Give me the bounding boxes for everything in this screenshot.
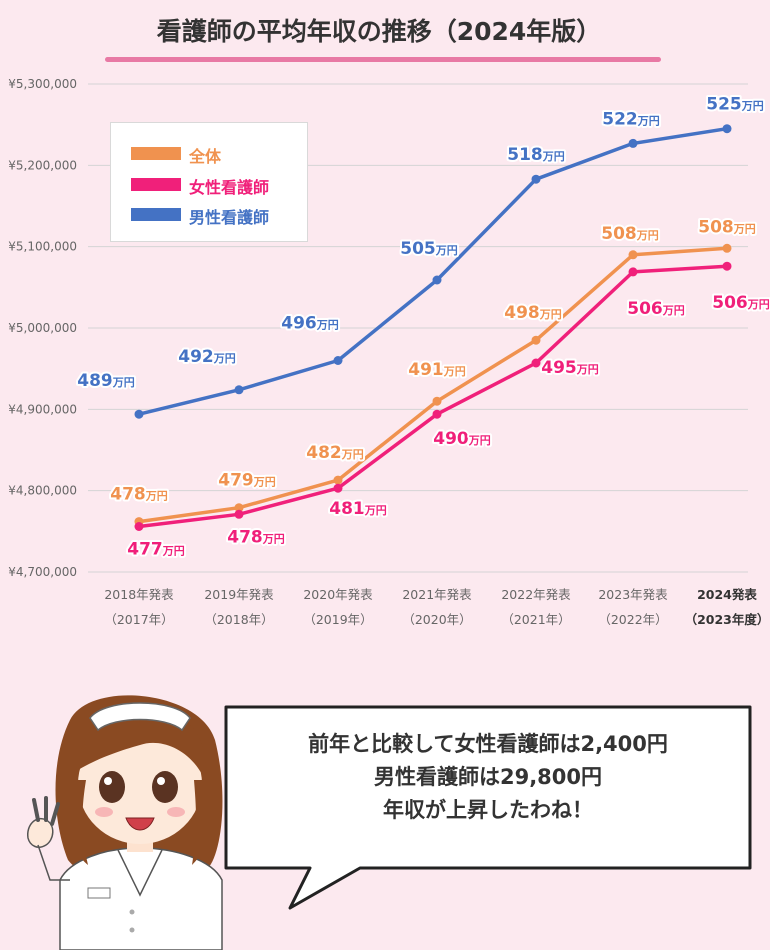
data-label-male: 489万円: [77, 371, 135, 391]
line-chart: ¥5,300,000 ¥5,200,000 ¥5,100,000 ¥5,000,000…: [8, 77, 770, 627]
y-tick-label: ¥5,300,000: [8, 77, 77, 91]
data-point-female: [134, 522, 144, 531]
x-tick-sublabel: （2023年度）: [685, 612, 770, 627]
legend-swatch-female: [131, 178, 181, 191]
legend-label-female: 女性看護師: [189, 178, 270, 197]
y-tick-label: ¥4,800,000: [8, 484, 77, 498]
data-point-male: [722, 124, 732, 134]
speech-bubble-text: 前年と比較して女性看護師は2,400円 男性看護師は29,800円 年収が上昇し…: [228, 728, 748, 827]
data-label-female: 506万円: [712, 293, 770, 313]
legend-swatch-all: [131, 147, 181, 160]
x-tick-sublabel: （2019年）: [303, 612, 372, 627]
x-tick-sublabel: （2021年）: [501, 612, 570, 627]
x-tick-label: 2024発表: [697, 587, 757, 602]
title-underline: [105, 57, 661, 62]
x-tick-label: 2022年発表: [501, 587, 571, 602]
data-point-male: [134, 409, 144, 419]
y-tick-label: ¥5,200,000: [8, 158, 77, 172]
y-tick-label: ¥4,900,000: [8, 402, 77, 416]
data-point-all: [234, 503, 244, 513]
data-point-female: [722, 261, 732, 271]
data-label-all: 508万円: [601, 224, 659, 244]
data-point-female: [333, 483, 343, 493]
y-tick-label: ¥5,000,000: [8, 321, 77, 335]
data-label-all: 478万円: [110, 485, 168, 505]
x-tick-label: 2021年発表: [402, 587, 472, 602]
data-point-female: [531, 358, 541, 368]
x-tick-sublabel: （2022年）: [598, 612, 667, 627]
data-label-female: 481万円: [329, 499, 387, 519]
data-point-all: [628, 250, 638, 260]
x-tick-label: 2020年発表: [303, 587, 373, 602]
data-label-female: 490万円: [433, 429, 491, 449]
x-tick-sublabel: （2017年）: [104, 612, 173, 627]
bubble-line-2: 男性看護師は29,800円: [373, 765, 603, 789]
speech-bubble: [224, 705, 752, 910]
legend-label-all: 全体: [189, 147, 222, 166]
data-label-all: 491万円: [408, 360, 466, 380]
chart-title: 看護師の平均年収の推移（2024年版）: [156, 17, 602, 46]
x-tick-label: 2019年発表: [204, 587, 274, 602]
data-label-all: 508万円: [698, 217, 756, 237]
data-point-all: [432, 396, 442, 406]
data-label-female: 478万円: [227, 527, 285, 547]
x-tick-sublabel: （2018年）: [204, 612, 273, 627]
data-point-all: [333, 475, 343, 485]
data-label-all: 479万円: [218, 471, 276, 491]
x-tick-sublabel: （2020年）: [402, 612, 471, 627]
x-tick-label: 2018年発表: [104, 587, 174, 602]
data-label-male: 492万円: [178, 347, 236, 367]
data-point-male: [333, 356, 343, 365]
data-point-male: [531, 174, 541, 184]
legend: 全体 女性看護師 男性看護師: [110, 122, 308, 242]
data-point-female: [628, 267, 638, 277]
data-label-male: 518万円: [507, 145, 565, 165]
data-point-female: [234, 509, 244, 519]
data-point-all: [722, 243, 732, 253]
y-tick-label: ¥4,700,000: [8, 565, 77, 579]
data-point-male: [234, 385, 244, 395]
legend-label-male: 男性看護師: [189, 208, 270, 227]
legend-swatch-male: [131, 208, 181, 221]
data-point-female: [432, 409, 442, 419]
x-tick-label: 2023年発表: [598, 587, 668, 602]
bubble-line-1: 前年と比較して女性看護師は2,400円: [308, 732, 668, 756]
data-point-male: [628, 138, 638, 148]
data-point-male: [432, 275, 442, 285]
bubble-line-3: 年収が上昇したわね！: [383, 798, 593, 822]
y-tick-label: ¥5,100,000: [8, 240, 77, 254]
data-point-all: [531, 335, 541, 345]
nurse-illustration: [27, 695, 223, 950]
